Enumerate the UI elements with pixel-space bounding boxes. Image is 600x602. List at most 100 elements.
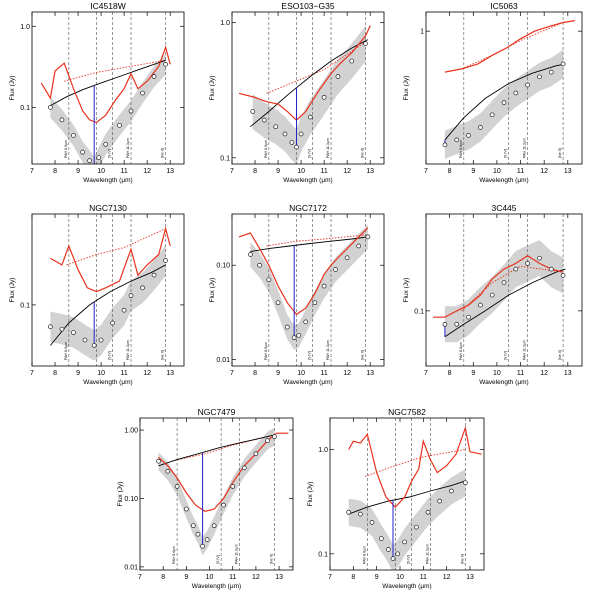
continuum-fit-line bbox=[250, 236, 368, 252]
data-point bbox=[165, 468, 171, 474]
y-tick-label: 0.1 bbox=[414, 308, 424, 315]
data-point bbox=[248, 252, 253, 257]
red-spectrum-line bbox=[444, 20, 575, 73]
data-point bbox=[128, 108, 134, 114]
x-tick-label: 13 bbox=[166, 168, 174, 175]
data-point bbox=[174, 484, 180, 489]
feature-label: [Ne II] bbox=[361, 350, 365, 360]
data-point bbox=[303, 319, 309, 325]
x-axis-label: Wavelength (μm) bbox=[479, 177, 528, 184]
x-axis-label: Wavelength (μm) bbox=[192, 583, 241, 590]
feature-label: PAH 8.6μm bbox=[64, 140, 68, 158]
x-tick-label: 10 bbox=[493, 168, 501, 175]
x-tick-label: 11 bbox=[120, 370, 127, 377]
plot-area bbox=[156, 418, 289, 570]
x-axis-label: Wavelength (μm) bbox=[382, 583, 431, 590]
feature-label: PAH 8.6μm bbox=[362, 546, 366, 564]
data-point bbox=[298, 131, 304, 137]
feature-label: [Ne II] bbox=[269, 554, 273, 564]
data-point bbox=[525, 82, 530, 88]
data-point bbox=[312, 300, 318, 306]
y-tick-label: 1.0 bbox=[220, 20, 230, 27]
error-band bbox=[348, 469, 466, 570]
data-point bbox=[151, 272, 157, 278]
x-tick-label: 12 bbox=[343, 168, 351, 175]
x-tick-label: 10 bbox=[493, 370, 501, 377]
data-point bbox=[282, 131, 288, 137]
y-axis-label: Flux (Jy) bbox=[209, 76, 216, 101]
y-tick-label: 1.00 bbox=[124, 428, 138, 435]
feature-label: [S IV] bbox=[504, 351, 508, 360]
data-point bbox=[560, 61, 566, 67]
x-tick-label: 10 bbox=[396, 574, 404, 581]
red-continuum-line bbox=[364, 448, 466, 477]
data-point bbox=[289, 140, 295, 145]
data-point bbox=[454, 321, 460, 327]
plot-area bbox=[442, 12, 575, 164]
plot-frame bbox=[31, 213, 185, 367]
x-tick-label: 8 bbox=[253, 370, 257, 377]
red-spectrum-line bbox=[238, 25, 371, 122]
plot-area bbox=[346, 418, 482, 570]
data-point bbox=[195, 531, 201, 537]
data-point bbox=[525, 261, 530, 266]
x-tick-label: 11 bbox=[517, 370, 524, 377]
data-point bbox=[537, 74, 542, 80]
data-point bbox=[200, 543, 205, 549]
error-band bbox=[444, 240, 564, 343]
y-tick-label: 0.1 bbox=[20, 302, 30, 309]
x-tick-label: 9 bbox=[76, 168, 80, 175]
data-point bbox=[294, 144, 299, 150]
spectrum-panel: NGC7172 7 8 9 10 11 12 13 0.01 0.10 Wavelength (μm… bbox=[209, 203, 385, 386]
data-point bbox=[513, 266, 519, 272]
data-point bbox=[96, 155, 102, 160]
feature-label: [S IV] bbox=[216, 555, 220, 564]
feature-label: [Ne II] bbox=[161, 350, 165, 360]
data-point bbox=[548, 266, 554, 272]
data-point bbox=[98, 337, 104, 343]
data-point bbox=[356, 243, 362, 249]
y-axis-label: Flux (Jy) bbox=[209, 278, 216, 303]
red-spectrum-line bbox=[348, 425, 482, 508]
data-point bbox=[385, 547, 391, 552]
feature-label: [Ne II] bbox=[558, 148, 562, 158]
data-point bbox=[365, 234, 371, 240]
data-point bbox=[163, 61, 168, 67]
x-tick-label: 11 bbox=[229, 574, 236, 581]
feature-label: [Ne II] bbox=[161, 148, 165, 158]
x-tick-label: 7 bbox=[424, 370, 428, 377]
data-point bbox=[253, 451, 259, 457]
x-axis-label: Wavelength (μm) bbox=[83, 379, 132, 386]
x-tick-label: 10 bbox=[97, 168, 105, 175]
y-axis-label: Flux (Jy) bbox=[9, 278, 16, 303]
data-point bbox=[349, 58, 355, 64]
data-point bbox=[333, 267, 338, 272]
panel-title: NGC7479 bbox=[198, 407, 236, 417]
continuum-fit-line bbox=[50, 264, 166, 346]
data-point bbox=[265, 438, 270, 443]
plot-frame bbox=[425, 11, 583, 165]
data-point bbox=[413, 524, 419, 530]
data-point bbox=[489, 292, 495, 298]
data-point bbox=[230, 484, 236, 489]
data-point bbox=[110, 320, 115, 326]
data-point bbox=[307, 114, 313, 120]
red-spectrum-line bbox=[158, 432, 289, 512]
data-point bbox=[273, 124, 279, 130]
feature-label: [Ne II] bbox=[460, 554, 464, 564]
data-point bbox=[425, 509, 431, 515]
data-point bbox=[221, 502, 226, 508]
data-point bbox=[71, 133, 76, 138]
plot-frame bbox=[139, 417, 294, 571]
red-spectrum-line bbox=[50, 226, 171, 293]
x-axis-label: Wavelength (μm) bbox=[283, 177, 332, 184]
y-axis-label: Flux (Jy) bbox=[117, 482, 124, 507]
plot-area bbox=[238, 12, 371, 164]
feature-label: [S IV] bbox=[407, 555, 411, 564]
y-tick-label: 0.01 bbox=[124, 564, 138, 571]
y-tick-label: 0.10 bbox=[124, 496, 138, 503]
x-tick-label: 8 bbox=[253, 168, 257, 175]
data-point bbox=[261, 117, 267, 123]
x-axis-label: Wavelength (μm) bbox=[283, 379, 332, 386]
data-point bbox=[163, 258, 168, 263]
